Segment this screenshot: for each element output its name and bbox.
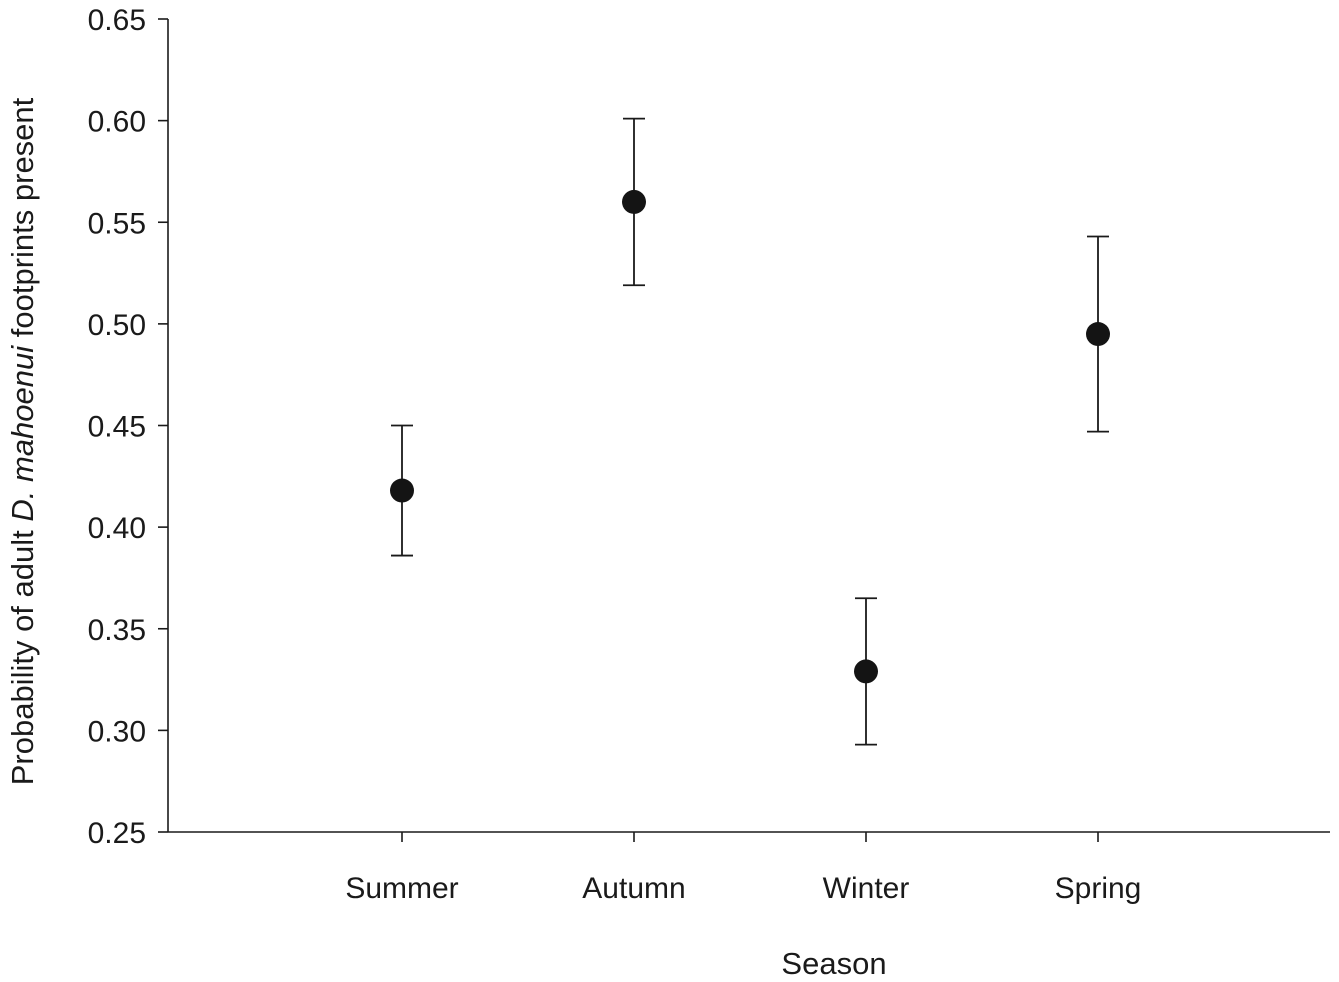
y-tick-label: 0.65	[88, 4, 146, 37]
x-tick-label-autumn: Autumn	[582, 872, 685, 905]
y-tick-label: 0.50	[88, 309, 146, 342]
data-points	[390, 189, 1110, 684]
data-point-autumn	[622, 189, 646, 214]
data-point-spring	[1086, 322, 1110, 347]
x-tick-label-summer: Summer	[345, 872, 458, 905]
y-tick-label: 0.40	[88, 512, 146, 545]
y-axis-title: Probability of adult D. mahoenui footpri…	[5, 97, 40, 785]
y-tick-label: 0.35	[88, 614, 146, 647]
x-tick-label-spring: Spring	[1055, 872, 1142, 905]
data-point-summer	[390, 478, 414, 503]
y-tick-label: 0.45	[88, 411, 146, 444]
y-axis-ticks: 0.25 0.30 0.35 0.40 0.45 0.50 0.55 0.60 0.65	[88, 4, 168, 850]
y-tick-label: 0.25	[88, 817, 146, 850]
y-tick-label: 0.55	[88, 207, 146, 240]
x-tick-label-winter: Winter	[823, 872, 910, 905]
y-axis-title-part1: Probability of adult	[5, 522, 40, 786]
y-tick-label: 0.30	[88, 715, 146, 748]
y-axis-title-part2: footprints present	[5, 97, 40, 346]
y-tick-label: 0.60	[88, 106, 146, 139]
x-axis-ticks: Summer Autumn Winter Spring	[345, 832, 1141, 905]
data-point-winter	[854, 659, 878, 684]
x-axis-title: Season	[781, 946, 886, 981]
y-axis-title-italic: D. mahoenui	[5, 345, 40, 522]
error-bars	[391, 117, 1109, 746]
